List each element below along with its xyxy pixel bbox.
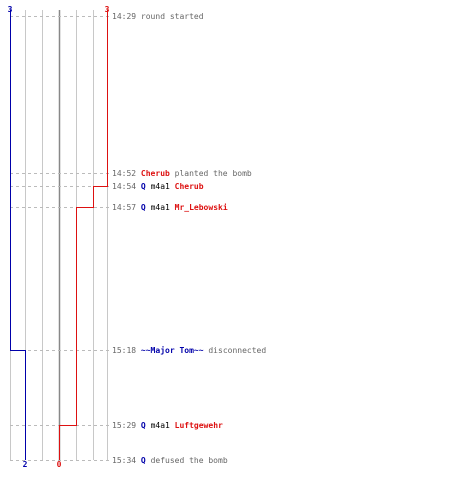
t-player-name: Cherub xyxy=(141,169,170,178)
ct-start-count: 3 xyxy=(8,5,13,14)
t-end-count: 0 xyxy=(57,460,62,469)
event-row: 14:29 round started xyxy=(112,12,204,21)
event-row: 14:54 Q m4a1 Cherub xyxy=(112,182,204,191)
t-alive-line xyxy=(59,10,108,460)
ct-alive-line xyxy=(10,10,26,460)
t-player-name: Cherub xyxy=(175,182,204,191)
event-text: disconnected xyxy=(204,346,267,355)
event-time: 14:57 xyxy=(112,203,136,212)
team-count-lines xyxy=(10,10,108,460)
event-time: 14:52 xyxy=(112,169,136,178)
event-row: 15:34 Q defused the bomb xyxy=(112,456,228,465)
weapon-name: m4a1 xyxy=(146,182,175,191)
weapon-name: m4a1 xyxy=(146,203,175,212)
event-row: 14:52 Cherub planted the bomb xyxy=(112,169,252,178)
t-player-name: Luftgewehr xyxy=(175,421,223,430)
event-time: 15:29 xyxy=(112,421,136,430)
event-text: planted the bomb xyxy=(170,169,252,178)
event-row: 15:18 ~~Major Tom~~ disconnected xyxy=(112,345,266,355)
event-time: 15:34 xyxy=(112,456,136,465)
ct-player-icon: Q xyxy=(141,203,146,212)
team-count-labels: 3 3 2 0 xyxy=(8,5,110,469)
event-text: round started xyxy=(141,12,204,21)
event-time: 14:29 xyxy=(112,12,136,21)
event-time: 14:54 xyxy=(112,182,136,191)
ct-player-icon: Q xyxy=(141,456,146,465)
ct-player-name: ~~Major Tom~~ xyxy=(141,345,204,355)
ct-player-icon: Q xyxy=(141,421,146,430)
event-text: defused the bomb xyxy=(146,456,228,465)
event-row: 15:29 Q m4a1 Luftgewehr xyxy=(112,421,223,430)
ct-end-count: 2 xyxy=(23,460,28,469)
t-player-name: Mr_Lebowski xyxy=(175,202,228,212)
t-start-count: 3 xyxy=(105,5,110,14)
event-row: 14:57 Q m4a1 Mr_Lebowski xyxy=(112,202,228,212)
ct-player-icon: Q xyxy=(141,182,146,191)
event-log: 14:29 round started 14:52 Cherub planted … xyxy=(112,12,266,465)
event-time: 15:18 xyxy=(112,346,136,355)
weapon-name: m4a1 xyxy=(146,421,175,430)
